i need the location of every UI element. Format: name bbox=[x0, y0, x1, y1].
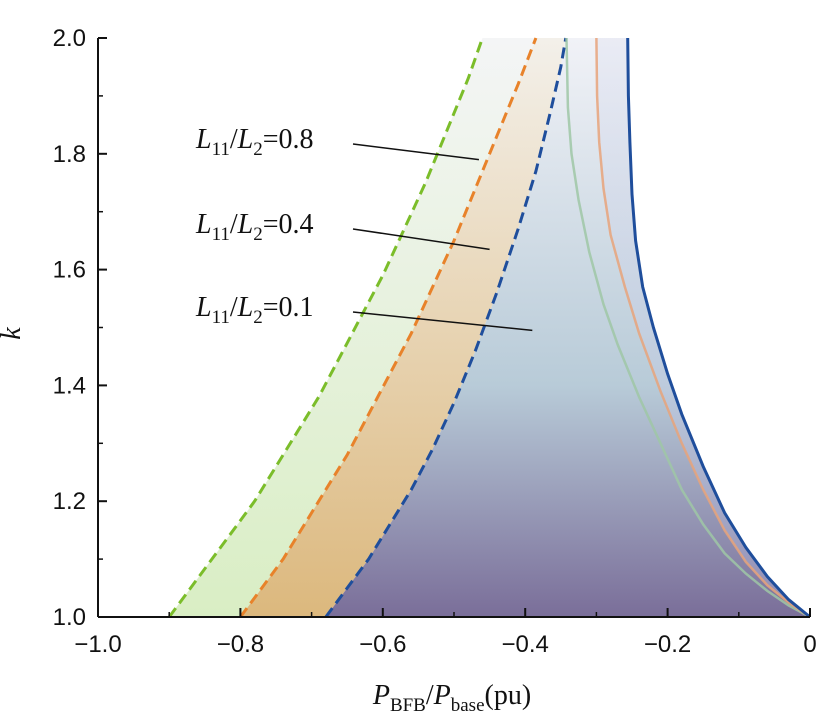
series-line-3 bbox=[324, 37, 568, 618]
series-line-2 bbox=[239, 37, 538, 618]
annotation-part: / bbox=[230, 209, 238, 240]
x-label-p2: P bbox=[433, 680, 451, 711]
annotation-part: L bbox=[237, 124, 254, 155]
y-tick-label: 1.0 bbox=[53, 604, 86, 631]
annotation-part: 11 bbox=[212, 139, 230, 160]
series-line-1 bbox=[167, 37, 484, 618]
x-label-sub2: base bbox=[451, 695, 485, 716]
annotation-part: 2 bbox=[253, 139, 263, 160]
annotation-part: 2 bbox=[253, 224, 263, 245]
annotation-part: L bbox=[195, 124, 212, 155]
y-tick-label: 1.2 bbox=[53, 488, 86, 515]
x-tick-label: −0.4 bbox=[502, 631, 549, 658]
annotation-label: L11/L2=0.1 bbox=[195, 292, 314, 328]
annotation-part: L bbox=[195, 292, 212, 323]
y-tick-label: 1.6 bbox=[53, 257, 86, 284]
x-label-unit: (pu) bbox=[485, 680, 532, 711]
x-label-p1: P bbox=[372, 680, 390, 711]
annotation-leader-line bbox=[352, 228, 490, 251]
x-tick-label: 0 bbox=[803, 631, 816, 658]
series-line-5 bbox=[595, 37, 811, 619]
annotation-part: / bbox=[230, 124, 238, 155]
annotation-part: 11 bbox=[212, 224, 230, 245]
fill-main-region bbox=[325, 38, 810, 617]
annotation-leader-line bbox=[352, 143, 480, 161]
annotation-part: L bbox=[237, 209, 254, 240]
annotation-part: =0.4 bbox=[263, 209, 314, 240]
fill-right-sliver bbox=[596, 38, 810, 617]
annotation-leader-line bbox=[352, 311, 533, 332]
annotation-label: L11/L2=0.8 bbox=[195, 124, 314, 160]
annotation-part: L bbox=[237, 292, 254, 323]
annotation-part: / bbox=[230, 292, 238, 323]
series-line-4 bbox=[565, 37, 811, 619]
x-axis-label: PBFB/Pbase(pu) bbox=[372, 680, 531, 716]
annotation-part: L bbox=[195, 209, 212, 240]
x-tick-label: −1.0 bbox=[74, 631, 121, 658]
annotation-part: 2 bbox=[253, 307, 263, 328]
x-tick-label: −0.2 bbox=[644, 631, 691, 658]
y-axis-label: k bbox=[0, 327, 27, 340]
series-line-6 bbox=[626, 37, 811, 619]
annotation-part: =0.1 bbox=[263, 292, 314, 323]
x-tick-label: −0.6 bbox=[359, 631, 406, 658]
x-tick-label: −0.8 bbox=[217, 631, 264, 658]
x-label-sub1: BFB bbox=[390, 695, 426, 716]
region-fills bbox=[169, 38, 810, 617]
y-tick-label: 1.8 bbox=[53, 141, 86, 168]
axes: −1.0 −0.8 −0.6 −0.4 −0.2 0 1.0 1.2 1.4 1.6 1.8 2.0 bbox=[53, 25, 817, 658]
y-tick-label: 2.0 bbox=[53, 25, 86, 52]
y-tick-label: 1.4 bbox=[53, 372, 86, 399]
x-label-slash: / bbox=[426, 680, 434, 711]
fill-band-0.8 bbox=[169, 38, 536, 617]
annotation-label: L11/L2=0.4 bbox=[195, 209, 314, 245]
annotation-part: =0.8 bbox=[263, 124, 314, 155]
series-lines bbox=[167, 37, 811, 619]
annotation-part: 11 bbox=[212, 307, 230, 328]
fill-band-0.4 bbox=[240, 38, 566, 617]
